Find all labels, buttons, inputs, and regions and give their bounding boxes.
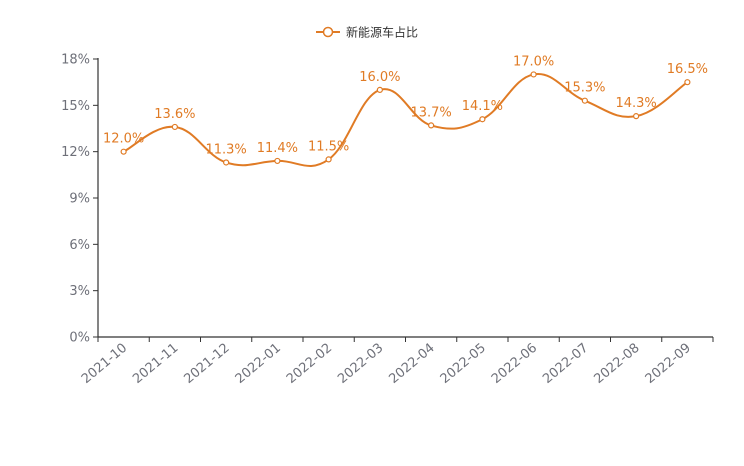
x-tick-label: 2022-01: [233, 341, 284, 387]
x-axis-ticks: 2021-10 2021-11 2021-12 2022-01 2022-02 2022-…: [79, 337, 714, 387]
x-tick-label: 2021-12: [181, 341, 232, 387]
data-point: [274, 157, 281, 165]
data-label: 17.0%: [513, 54, 554, 69]
data-point: [171, 123, 178, 131]
data-point: [581, 97, 588, 104]
data-label: 11.4%: [257, 141, 298, 156]
x-tick-label: 2022-02: [284, 341, 335, 387]
x-tick-label: 2022-06: [489, 341, 540, 387]
x-tick-label: 2022-09: [643, 341, 694, 387]
data-point: [376, 86, 383, 93]
data-label: 13.7%: [410, 105, 451, 120]
data-label: 11.5%: [308, 139, 349, 154]
x-tick-label: 2022-03: [335, 341, 386, 387]
x-tick-label: 2022-07: [540, 341, 591, 387]
data-point: [633, 113, 640, 120]
x-tick-label: 2022-08: [591, 341, 642, 387]
y-tick-label: 6%: [69, 238, 90, 253]
data-point: [530, 71, 537, 78]
data-label: 14.3%: [615, 96, 656, 111]
x-tick-label: 2022-04: [386, 341, 437, 387]
y-tick-label: 15%: [61, 99, 90, 114]
data-point: [223, 159, 230, 166]
data-label: 11.3%: [205, 142, 246, 157]
data-labels: 12.0% 13.6% 11.3% 11.4% 11.5% 16.0% 13.7% 14.1%…: [103, 54, 708, 157]
data-point: [120, 148, 127, 155]
data-label: 12.0%: [103, 132, 144, 147]
data-label: 13.6%: [154, 107, 195, 122]
data-point: [428, 122, 435, 129]
y-tick-label: 3%: [69, 284, 90, 299]
data-points: [120, 71, 691, 166]
y-tick-label: 12%: [61, 145, 90, 160]
y-tick-label: 9%: [69, 192, 90, 207]
legend-label: 新能源车占比: [346, 25, 418, 40]
data-label: 15.3%: [564, 81, 605, 96]
y-tick-label: 0%: [69, 331, 90, 346]
legend[interactable]: 新能源车占比: [316, 25, 418, 40]
legend-marker: [322, 26, 334, 38]
y-tick-label: 18%: [61, 53, 90, 68]
data-label: 16.5%: [667, 62, 708, 77]
data-point: [479, 116, 486, 123]
data-label: 16.0%: [359, 70, 400, 85]
y-axis-ticks: 0% 3% 6% 9% 12% 15% 18%: [61, 53, 98, 346]
x-tick-label: 2022-05: [438, 341, 489, 387]
data-label: 14.1%: [462, 99, 503, 114]
x-tick-label: 2021-11: [130, 341, 181, 387]
data-point: [684, 79, 691, 86]
data-point: [325, 156, 332, 163]
x-tick-label: 2021-10: [79, 341, 130, 387]
series-line: [123, 73, 688, 167]
